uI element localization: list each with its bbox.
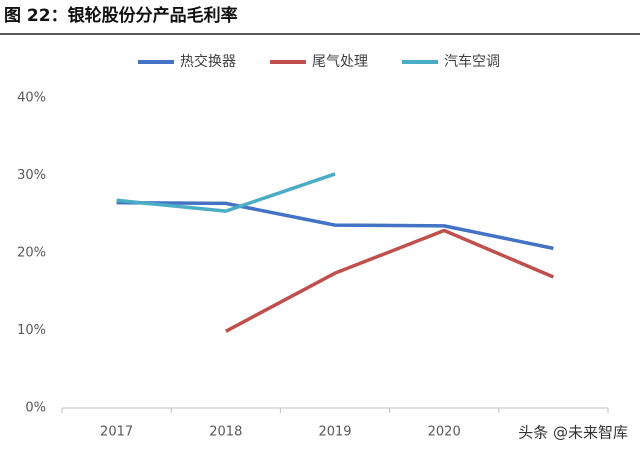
- y-tick-label: 20%: [17, 246, 46, 261]
- x-tick-label: 2018: [209, 425, 242, 440]
- series-line: [224, 228, 555, 333]
- legend-label: 汽车空调: [444, 53, 500, 70]
- y-tick-label: 10%: [17, 323, 46, 338]
- x-tick-label: 2019: [318, 425, 351, 440]
- y-tick-label: 30%: [17, 168, 46, 183]
- series-line: [116, 172, 336, 213]
- x-tick-label: 2020: [428, 425, 461, 440]
- series-line: [116, 200, 554, 251]
- watermark: 头条 @未来智库: [518, 424, 628, 442]
- x-tick-label: 2017: [100, 425, 133, 440]
- legend-label: 热交换器: [180, 53, 236, 70]
- y-tick-label: 40%: [17, 91, 46, 106]
- legend-label: 尾气处理: [312, 54, 368, 70]
- y-tick-label: 0%: [25, 401, 46, 416]
- chart-title: 图 22：银轮股份分产品毛利率: [4, 5, 238, 26]
